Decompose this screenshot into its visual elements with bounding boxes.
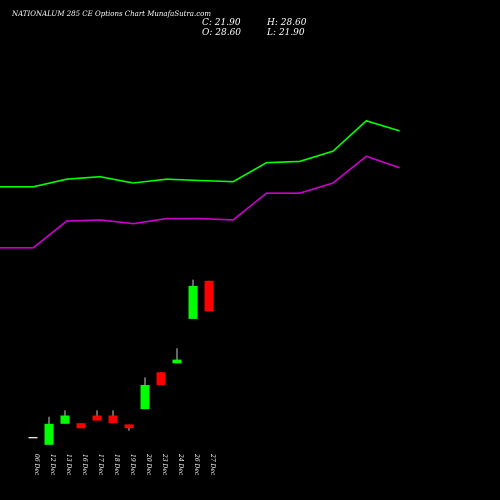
- candle-10: [188, 279, 198, 319]
- candle-body: [140, 385, 150, 410]
- candle-body: [188, 285, 198, 319]
- candle-1: [44, 416, 54, 445]
- candle-11: [204, 280, 214, 312]
- indicator-bands: [0, 119, 400, 249]
- candle-body: [28, 437, 38, 439]
- candles: [28, 279, 214, 445]
- candle-body: [76, 423, 86, 429]
- x-tick-label: 27 Dec: [209, 453, 216, 476]
- x-tick-label: 20 Dec: [145, 453, 152, 476]
- x-tick-label: 17 Dec: [97, 454, 104, 476]
- x-tick-label: 16 Dec: [81, 454, 88, 476]
- x-tick-label: 23 Dec: [161, 453, 168, 476]
- candle-3: [76, 423, 86, 429]
- candle-2: [60, 410, 70, 424]
- x-tick-label: 06 Dec: [33, 454, 40, 476]
- x-tick-label: 12 Dec: [49, 454, 56, 476]
- close-readout: C: 21.90: [202, 18, 241, 28]
- low-readout: L: 21.90: [267, 28, 305, 38]
- high-readout: H: 28.60: [267, 18, 307, 28]
- candle-body: [156, 372, 166, 385]
- open-readout: O: 28.60: [202, 28, 242, 38]
- candle-body: [124, 424, 134, 429]
- candle-body: [92, 415, 102, 421]
- x-axis-labels: 06 Dec 12 Dec 13 Dec 16 Dec 17 Dec 18 Dec 19 D…: [33, 453, 216, 476]
- chart-title: NATIONALUM 285 CE Options Chart MunafaSu…: [12, 10, 211, 18]
- x-tick-label: 24 Dec: [177, 453, 184, 476]
- candle-6: [124, 424, 134, 431]
- candle-0: [28, 437, 38, 439]
- candle-8: [156, 372, 166, 385]
- band-line-0: [0, 119, 400, 188]
- x-tick-label: 26 Dec: [193, 453, 200, 476]
- candle-body: [44, 423, 54, 445]
- candle-body: [204, 280, 214, 312]
- candle-9: [172, 348, 182, 364]
- x-tick-label: 19 Dec: [129, 454, 136, 476]
- candle-7: [140, 377, 150, 410]
- candle-body: [108, 415, 118, 424]
- x-tick-label: 18 Dec: [113, 454, 120, 476]
- band-line-1: [0, 155, 400, 249]
- candle-body: [172, 359, 182, 364]
- candle-4: [92, 410, 102, 421]
- x-tick-label: 13 Dec: [65, 454, 72, 476]
- candle-body: [60, 415, 70, 424]
- candle-5: [108, 410, 118, 424]
